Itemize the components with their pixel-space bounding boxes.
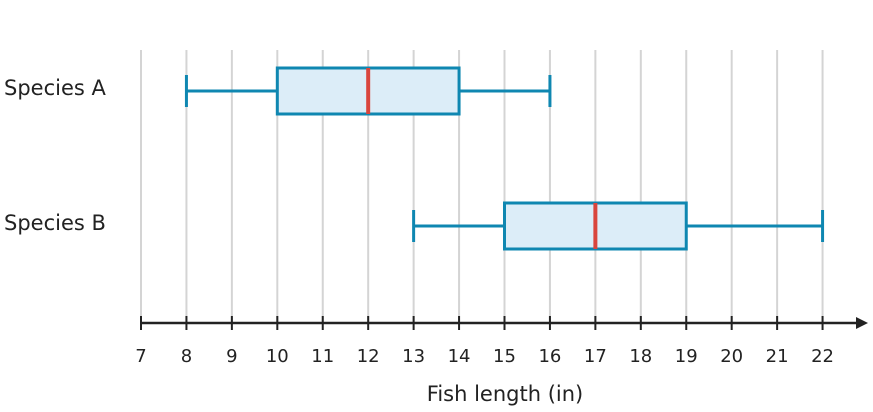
- x-tick-label: 10: [266, 346, 289, 367]
- x-tick-label: 11: [311, 346, 334, 367]
- x-tick-label: 7: [135, 346, 146, 367]
- x-tick-label: 14: [448, 346, 471, 367]
- axis-arrow: [856, 317, 868, 329]
- x-tick-label: 12: [357, 346, 380, 367]
- x-tick-label: 8: [181, 346, 192, 367]
- x-tick-label: 13: [402, 346, 425, 367]
- x-tick-label: 15: [493, 346, 516, 367]
- x-tick-label: 21: [766, 346, 789, 367]
- x-tick-label: 18: [629, 346, 652, 367]
- x-tick-label: 16: [538, 346, 561, 367]
- x-tick-label: 22: [811, 346, 834, 367]
- x-tick-label: 17: [584, 346, 607, 367]
- category-label: Species B: [4, 211, 106, 235]
- category-label: Species A: [4, 76, 106, 100]
- x-tick-label: 9: [226, 346, 237, 367]
- x-axis-label: Fish length (in): [427, 382, 583, 406]
- x-tick-label: 20: [720, 346, 743, 367]
- x-tick-label: 19: [675, 346, 698, 367]
